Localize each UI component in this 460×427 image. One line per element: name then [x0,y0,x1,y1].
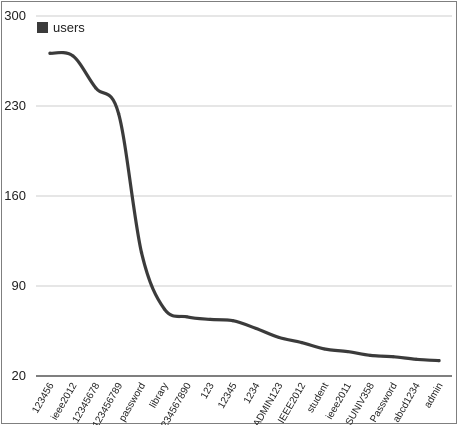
data-point [117,112,121,116]
x-tick-label: admin [422,381,445,410]
data-point [300,340,304,345]
y-tick-label: 20 [12,368,26,383]
legend: users [37,20,85,35]
data-point [277,335,281,340]
data-point [185,315,189,319]
y-tick-label: 300 [4,8,26,23]
x-tick-label: 1234 [242,381,263,406]
data-point [414,357,418,361]
data-point [48,51,52,55]
data-point [162,307,167,311]
data-point [345,349,350,354]
y-tick-label: 230 [4,98,26,113]
data-point [368,353,372,358]
y-axis-ticks: 20 90 160 230 300 [4,8,26,383]
series-line-users [48,50,441,363]
data-point [208,317,212,322]
y-tick-label: 90 [12,278,26,293]
data-point [231,319,235,323]
x-tick-label: library [148,381,171,410]
data-point [391,355,395,359]
legend-swatch-users [37,22,48,33]
data-point [437,358,441,363]
legend-label-users: users [53,20,85,35]
series-layer [48,50,441,363]
data-point [71,54,75,58]
data-point [254,326,258,331]
data-point [322,347,327,351]
x-tick-label: 123 [199,381,217,401]
x-tick-label: 12345 [216,381,240,411]
y-tick-label: 160 [4,188,26,203]
data-point [94,86,98,90]
data-point [139,250,144,255]
gridlines [36,15,452,377]
